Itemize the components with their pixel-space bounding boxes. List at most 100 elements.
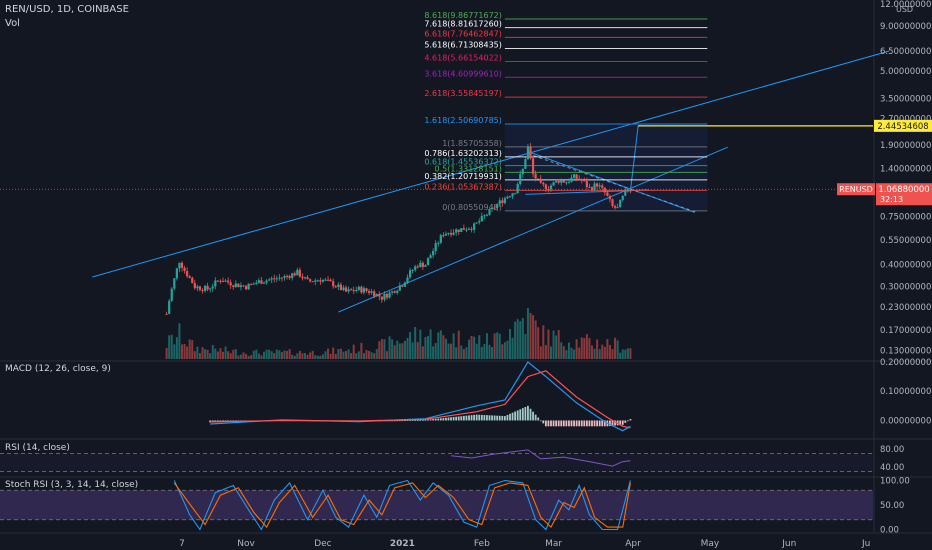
candle-body [237,283,240,288]
volume-bar [186,346,189,359]
volume-bar [298,350,301,359]
macd-histogram-bar [486,415,488,421]
candle-body [329,279,332,282]
volume-bar [329,353,332,359]
stoch-band [0,490,873,520]
volume-bar [175,337,178,359]
volume-bar [178,323,181,359]
volume-bar [526,308,529,359]
volume-bar [529,312,532,359]
macd-histogram-bar [475,414,478,421]
macd-histogram-bar [429,419,432,421]
volume-bar [488,344,491,359]
fib-level-label: 0.236(1.05367387) [424,182,502,191]
volume-bar [365,349,368,359]
volume-bar [265,349,268,359]
volume-bar [557,330,560,359]
candle-body [214,280,217,287]
candle-body [191,277,194,284]
candle-body [575,174,578,179]
price-axis-tick: 1.90000000 [880,141,931,151]
candle-body [537,178,540,180]
volume-bar [309,352,312,359]
macd-histogram-bar [532,411,534,421]
volume-bar [578,347,581,359]
candle-body [590,187,594,191]
macd-histogram-bar [470,415,473,421]
candle-body [378,293,381,297]
candle-body [416,266,419,268]
price-axis-tick: 9.00000000 [880,22,931,32]
macd-histogram-bar [527,405,529,421]
macd-histogram-bar [209,420,212,423]
candle-body [373,291,376,297]
candle-body [314,280,317,282]
volume-bar [222,351,224,359]
macd-histogram-bar [511,412,514,421]
macd-histogram-bar [445,417,447,421]
candle-body [252,283,255,285]
candle-body [462,228,465,230]
macd-histogram-bar [619,420,622,426]
fib-level-label: 3.618(4.60999610) [424,69,502,78]
volume-bar [198,353,201,359]
time-axis-label: Ju [861,539,870,549]
candle-body [496,204,499,209]
candle-body [514,193,517,195]
volume-bar [606,338,609,359]
volume-bar [575,339,578,359]
countdown-label: 32:13 [880,195,903,204]
candle-body [380,296,383,300]
candle-body [526,146,530,160]
volume-bar [503,342,506,359]
candle-body [370,291,373,293]
volume-bar [327,348,330,359]
volume-bar [601,344,604,359]
volume-bar [542,325,545,359]
volume-bar [591,345,593,359]
macd-histogram-bar [409,420,411,421]
macd-histogram-bar [455,416,458,421]
macd-histogram-bar [519,409,522,421]
channel-lower-line [338,146,729,313]
candle-body [319,280,322,282]
candle-body [552,182,555,186]
volume-bar [304,353,306,359]
volume-bar [211,345,214,359]
volume-bar [509,329,511,359]
volume-bar [534,320,537,359]
time-axis-label: 7 [179,539,185,549]
candle-body [626,190,629,192]
target-price-label: 2.44534608 [877,122,928,132]
volume-bar [555,335,558,359]
candle-body [344,287,348,292]
volume-bar [357,351,360,359]
candle-body [301,276,304,279]
macd-histogram-bar [552,420,555,427]
volume-bar [191,340,194,359]
macd-histogram-bar [593,420,596,427]
macd-histogram-bar [468,415,470,421]
macd-histogram-bar [491,415,493,421]
candle-body [439,235,442,243]
macd-histogram-bar [411,420,414,421]
candle-body [229,282,232,286]
volume-bar [583,338,586,359]
macd-histogram-bar [560,420,563,427]
volume-bar [370,352,373,359]
candle-body [449,232,453,235]
macd-histogram-bar [516,410,519,421]
macd-histogram-bar [580,420,583,427]
macd-histogram-bar [570,420,573,427]
stoch-d-line [173,482,631,529]
candle-body [350,289,353,291]
candle-body [421,262,424,267]
macd-histogram-bar [401,420,404,422]
volume-bar [334,353,337,359]
candle-body [332,281,335,287]
candle-body [391,291,394,293]
candle-body [337,284,340,287]
volume-bar [414,326,417,359]
volume-bar [373,353,376,359]
